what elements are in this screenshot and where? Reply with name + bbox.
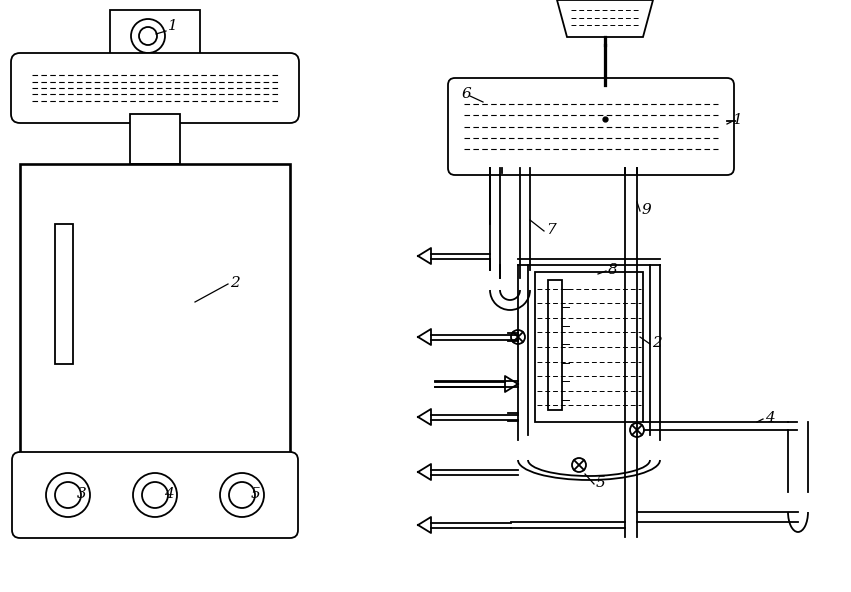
Bar bbox=[548, 280, 562, 410]
Text: 3: 3 bbox=[77, 487, 87, 501]
Text: 1: 1 bbox=[168, 19, 178, 33]
Text: 4: 4 bbox=[164, 487, 174, 501]
FancyBboxPatch shape bbox=[448, 78, 734, 175]
Text: 8: 8 bbox=[608, 263, 618, 277]
Bar bbox=[130, 114, 180, 164]
Text: 5: 5 bbox=[251, 487, 260, 501]
Text: 2: 2 bbox=[230, 276, 240, 290]
Text: 2: 2 bbox=[652, 336, 662, 350]
Text: 5: 5 bbox=[596, 476, 606, 490]
FancyBboxPatch shape bbox=[12, 452, 298, 538]
Text: 4: 4 bbox=[765, 411, 774, 425]
Bar bbox=[55, 224, 73, 364]
Text: 6: 6 bbox=[462, 87, 471, 101]
Bar bbox=[110, 10, 200, 62]
FancyBboxPatch shape bbox=[11, 53, 299, 123]
Bar bbox=[535, 272, 643, 422]
Text: 7: 7 bbox=[546, 223, 556, 237]
Bar bbox=[20, 164, 290, 460]
Text: 9: 9 bbox=[642, 203, 652, 217]
Polygon shape bbox=[557, 0, 653, 37]
Text: 1: 1 bbox=[733, 113, 743, 127]
